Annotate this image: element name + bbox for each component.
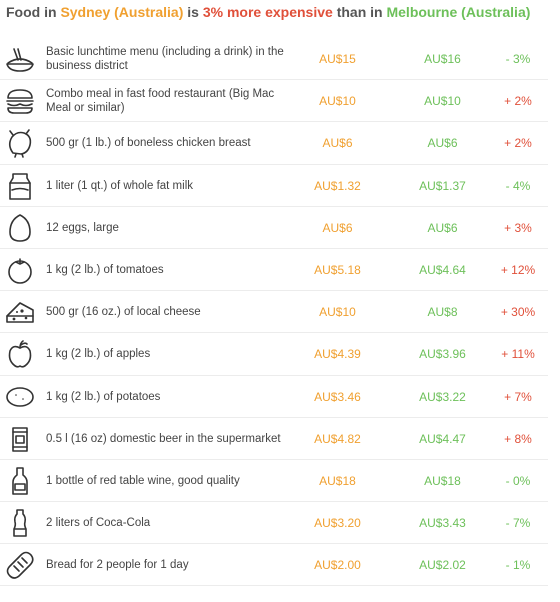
price-difference-percent: - 1% (505, 558, 531, 573)
item-description: 2 liters of Coca-Cola (46, 517, 151, 530)
city-2: Melbourne (Australia) (386, 4, 531, 20)
item-description: Basic lunchtime menu (including a drink)… (46, 46, 284, 72)
price-city-2: AU$3.22 (419, 389, 466, 404)
item-description: 1 kg (2 lb.) of tomatoes (46, 263, 164, 276)
price-city-2: AU$1.37 (419, 178, 466, 193)
price-city-1: AU$4.82 (314, 431, 361, 446)
price-city-2: AU$4.64 (419, 262, 466, 277)
item-description: 500 gr (1 lb.) of boneless chicken breas… (46, 137, 251, 150)
table-row: Basic lunchtime menu (including a drink)… (0, 38, 548, 81)
title-prefix: Food in (6, 4, 61, 20)
price-difference-percent: + 3% (504, 220, 532, 235)
table-row: 1 bottle of red table wine, good quality… (0, 460, 548, 503)
price-city-1: AU$4.39 (314, 347, 361, 362)
price-table: Basic lunchtime menu (including a drink)… (0, 38, 548, 587)
item-description: 1 liter (1 qt.) of whole fat milk (46, 179, 193, 192)
table-row: 12 eggs, large AU$6 AU$6 + 3% (0, 207, 548, 249)
bread-icon (4, 549, 36, 581)
table-row: 0.5 l (16 oz) domestic beer in the super… (0, 418, 548, 460)
price-city-2: AU$16 (424, 52, 461, 66)
table-row: Bread for 2 people for 1 day AU$2.00 AU$2.… (0, 544, 548, 587)
chicken-icon (4, 127, 36, 159)
price-difference-percent: - 7% (505, 516, 531, 531)
price-city-2: AU$8 (427, 305, 458, 320)
price-city-1: AU$1.32 (314, 178, 361, 193)
apple-icon (4, 338, 36, 370)
price-city-2: AU$10 (424, 94, 461, 109)
price-city-2: AU$4.47 (419, 431, 466, 446)
item-description: Bread for 2 people for 1 day (46, 559, 189, 572)
item-description: 0.5 l (16 oz) domestic beer in the super… (46, 432, 281, 445)
price-difference: 3% more expensive (202, 4, 333, 20)
item-description: Combo meal in fast food restaurant (Big … (46, 88, 275, 115)
price-city-1: AU$6 (322, 136, 353, 151)
price-city-1: AU$3.46 (314, 389, 361, 404)
city-1: Sydney (Australia) (60, 4, 184, 20)
table-row: 1 kg (2 lb.) of apples AU$4.39 AU$3.96 + 11… (0, 333, 548, 376)
price-city-1: AU$6 (322, 220, 353, 235)
egg-icon (4, 212, 36, 244)
price-city-2: AU$3.96 (419, 347, 466, 362)
price-city-1: AU$10 (319, 305, 356, 320)
item-description: 12 eggs, large (46, 221, 119, 234)
table-row: 1 kg (2 lb.) of potatoes AU$3.46 AU$3.22 + … (0, 376, 548, 418)
price-city-1: AU$10 (319, 94, 356, 109)
table-row: 500 gr (1 lb.) of boneless chicken breas… (0, 122, 548, 165)
cheese-icon (4, 296, 36, 328)
page-title: Food in Sydney (Australia) is 3% more ex… (6, 4, 558, 26)
milk-carton-icon (4, 170, 36, 202)
price-difference-percent: + 11% (501, 347, 535, 362)
price-difference-percent: - 4% (505, 178, 531, 193)
table-row: 2 liters of Coca-Cola AU$3.20 AU$3.43 - 7% (0, 502, 548, 545)
table-row: Combo meal in fast food restaurant (Big … (0, 80, 548, 123)
price-difference-percent: + 2% (504, 94, 532, 109)
price-difference-percent: - 0% (505, 473, 531, 488)
lunch-bowl-icon (4, 43, 36, 75)
price-difference-percent: + 12% (500, 262, 536, 277)
item-description: 1 bottle of red table wine, good quality (46, 474, 240, 487)
wine-bottle-icon (4, 465, 36, 497)
potato-icon (4, 381, 36, 413)
price-city-1: AU$3.20 (314, 516, 361, 531)
price-city-2: AU$6 (427, 220, 458, 235)
table-row: 1 liter (1 qt.) of whole fat milk AU$1.32… (0, 165, 548, 207)
price-difference-percent: + 7% (504, 389, 532, 404)
price-city-1: AU$5.18 (314, 262, 361, 277)
price-city-1: AU$18 (319, 473, 356, 488)
item-description: 1 kg (2 lb.) of potatoes (46, 390, 161, 403)
price-difference-percent: + 2% (504, 136, 532, 151)
price-city-2: AU$2.02 (419, 558, 466, 573)
title-than: than in (332, 4, 387, 20)
price-city-1: AU$2.00 (314, 558, 361, 573)
item-description: 500 gr (16 oz.) of local cheese (46, 306, 201, 319)
price-city-2: AU$18 (424, 473, 461, 488)
table-row: 1 kg (2 lb.) of tomatoes AU$5.18 AU$4.64 + … (0, 249, 548, 292)
price-city-2: AU$3.43 (419, 516, 466, 531)
beer-can-icon (4, 423, 36, 455)
burger-icon (4, 85, 36, 117)
item-description: 1 kg (2 lb.) of apples (46, 348, 151, 361)
price-city-1: AU$15 (319, 52, 356, 66)
price-difference-percent: - 3% (505, 52, 531, 66)
price-city-2: AU$6 (427, 136, 458, 151)
table-row: 500 gr (16 oz.) of local cheese AU$10 AU$8… (0, 291, 548, 334)
cola-bottle-icon (4, 507, 36, 539)
price-difference-percent: + 8% (504, 431, 532, 446)
price-difference-percent: + 30% (500, 305, 536, 320)
title-is: is (183, 4, 203, 20)
tomato-icon (4, 254, 36, 286)
